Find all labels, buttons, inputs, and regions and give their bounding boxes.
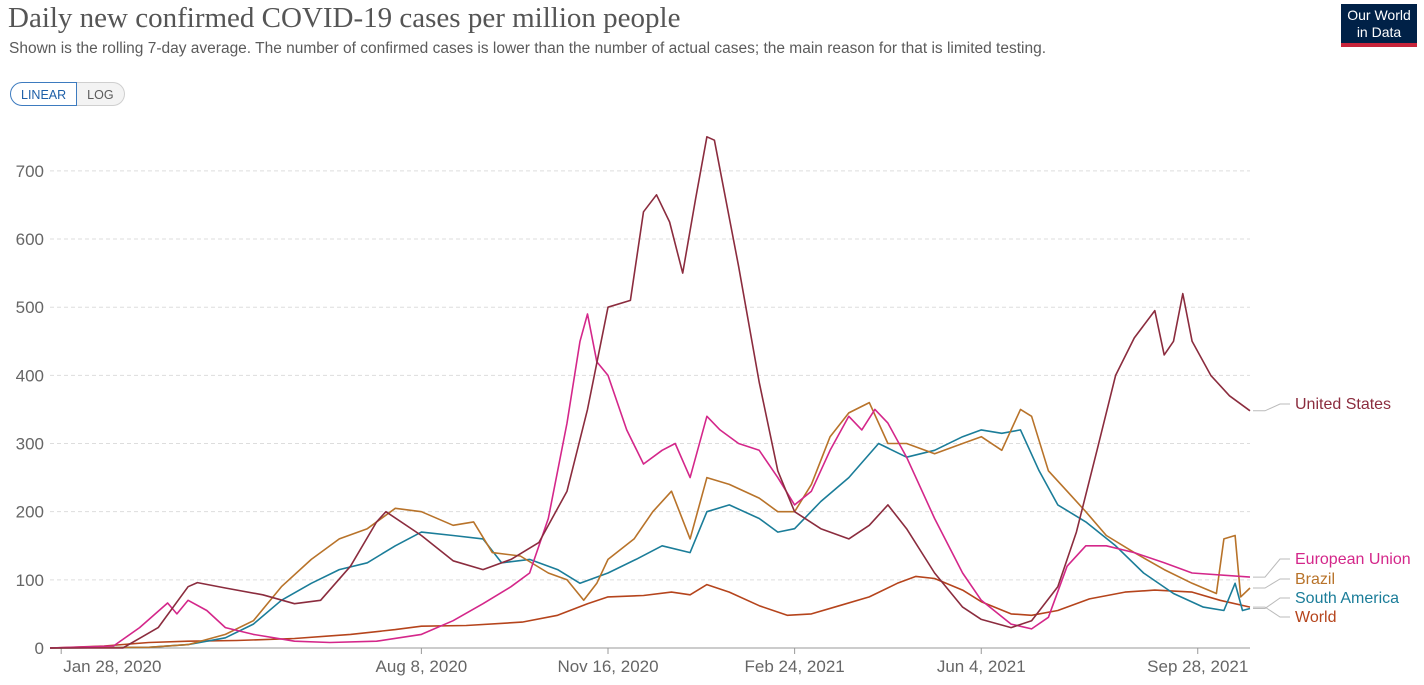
legend-connector — [1253, 578, 1290, 589]
x-tick-label: Sep 28, 2021 — [1147, 657, 1248, 676]
y-axis: 0 100 200 300 400 500 600 700 — [16, 162, 44, 658]
legend-connector — [1253, 403, 1290, 412]
series-line-world[interactable] — [49, 575, 1251, 649]
legend-label-south-america[interactable]: South America — [1295, 590, 1399, 607]
y-tick-label: 300 — [16, 435, 44, 454]
x-axis: Jan 28, 2020 Aug 8, 2020 Nov 16, 2020 Feb 2… — [50, 647, 1250, 676]
x-tick-label: Nov 16, 2020 — [557, 657, 658, 676]
legend-label-united-states[interactable]: United States — [1295, 396, 1391, 413]
x-tick-label: Jun 4, 2021 — [937, 657, 1026, 676]
y-tick-label: 600 — [16, 230, 44, 249]
x-tick-label: Feb 24, 2021 — [745, 657, 845, 676]
legend-label-european-union[interactable]: European Union — [1295, 551, 1411, 568]
legend-connector — [1253, 606, 1290, 618]
linear-scale-button[interactable]: LINEAR — [10, 82, 78, 106]
y-tick-label: 0 — [35, 639, 44, 658]
series-line-united-states[interactable] — [50, 136, 1251, 649]
gridlines — [50, 170, 1250, 581]
y-tick-label: 700 — [16, 162, 44, 181]
y-tick-label: 500 — [16, 298, 44, 317]
x-tick-label: Aug 8, 2020 — [376, 657, 468, 676]
y-tick-label: 100 — [16, 571, 44, 590]
series-line-european-union[interactable] — [49, 313, 1251, 649]
legend-label-brazil[interactable]: Brazil — [1295, 571, 1335, 588]
legend: United States European Union Brazil South A… — [1253, 396, 1411, 626]
x-tick-label: Jan 28, 2020 — [63, 657, 161, 676]
series-line-brazil[interactable] — [49, 401, 1251, 649]
legend-connector — [1253, 558, 1290, 578]
logo-line-1: Our World — [1347, 7, 1411, 23]
y-tick-label: 400 — [16, 366, 44, 385]
legend-connector — [1253, 597, 1290, 609]
legend-label-world[interactable]: World — [1295, 609, 1337, 626]
y-tick-label: 200 — [16, 503, 44, 522]
logo-line-2: in Data — [1356, 24, 1402, 40]
owid-logo[interactable]: Our World in Data — [1341, 4, 1417, 47]
series-line-south-america[interactable] — [49, 429, 1251, 649]
series-lines — [49, 136, 1251, 649]
scale-toggle: LINEAR LOG — [10, 82, 125, 106]
chart-title: Daily new confirmed COVID-19 cases per m… — [8, 2, 681, 34]
log-scale-button[interactable]: LOG — [77, 82, 125, 106]
chart-subtitle: Shown is the rolling 7-day average. The … — [9, 40, 1047, 57]
